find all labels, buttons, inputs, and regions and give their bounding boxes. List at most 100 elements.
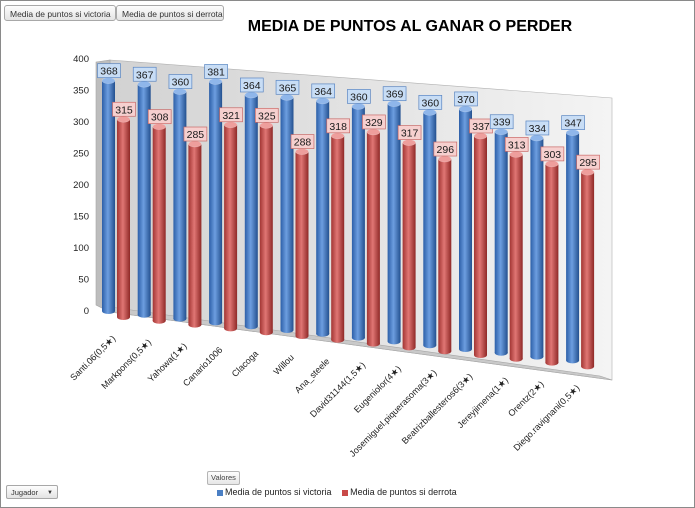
bar-victoria — [494, 128, 508, 356]
data-label-victoria-box — [561, 115, 585, 130]
data-label-victoria: 364 — [240, 77, 264, 93]
bar-derrota — [188, 140, 202, 328]
bar-derrota-base — [152, 317, 166, 324]
data-label-victoria: 347 — [561, 115, 585, 130]
bar-victoria-body — [459, 108, 472, 349]
y-tick-label: 200 — [73, 180, 89, 191]
chart-title: MEDIA DE PUNTOS AL GANAR O PERDER — [247, 18, 573, 35]
y-tick-label: 350 — [73, 86, 89, 97]
data-label-victoria-box — [311, 83, 335, 99]
data-label-derrota-box — [290, 134, 315, 149]
bar-derrota-cap — [545, 160, 559, 168]
bar-victoria-body — [387, 103, 401, 342]
data-label-derrota-text: 317 — [401, 128, 419, 140]
bar-victoria-body — [102, 80, 115, 312]
bar-derrota-cap — [330, 132, 345, 140]
x-tick-label: Willou — [272, 352, 296, 376]
data-label-derrota: 296 — [433, 141, 458, 157]
bar-victoria-base — [316, 330, 330, 337]
bar-victoria-cap — [530, 134, 544, 142]
data-label-derrota-text: 303 — [544, 149, 562, 161]
bar-victoria-base — [351, 334, 365, 341]
data-label-derrota-text: 318 — [329, 121, 347, 133]
data-label-derrota-box — [255, 107, 279, 123]
bar-derrota-body — [366, 131, 380, 344]
data-label-victoria-box — [132, 66, 157, 82]
bar-derrota-cap — [580, 168, 595, 176]
bar-victoria-body — [244, 94, 258, 327]
data-label-derrota-text: 285 — [187, 129, 205, 141]
data-label-derrota: 318 — [326, 118, 350, 134]
bar-victoria-body — [173, 91, 187, 319]
data-label-victoria-box — [489, 114, 514, 130]
bar-derrota-body — [295, 151, 309, 336]
data-label-derrota-text: 337 — [472, 121, 490, 133]
bar-victoria-cap — [494, 128, 508, 135]
bar-victoria — [530, 134, 544, 360]
data-label-derrota-text: 315 — [115, 104, 133, 116]
data-label-victoria: 360 — [347, 89, 371, 104]
bar-victoria — [423, 109, 437, 349]
bar-derrota — [402, 139, 416, 351]
data-label-derrota-text: 296 — [437, 144, 455, 156]
bar-victoria-base — [566, 357, 580, 364]
legend-item-victoria: Media de puntos si victoria — [217, 487, 332, 497]
values-field-button[interactable]: Valores — [207, 471, 240, 485]
bar-derrota-body — [402, 142, 416, 348]
bar-derrota-body — [331, 135, 345, 340]
bar-derrota-cap — [366, 128, 381, 136]
y-tick-label: 400 — [73, 54, 89, 65]
data-label-derrota-text: 321 — [222, 110, 240, 122]
bar-derrota-base — [581, 363, 595, 370]
data-label-victoria-text: 360 — [350, 91, 368, 103]
data-label-victoria: 381 — [204, 64, 228, 79]
data-label-derrota: 308 — [147, 109, 172, 125]
bar-derrota — [366, 128, 381, 347]
bar-victoria-cap — [173, 88, 187, 95]
data-label-derrota: 321 — [219, 107, 243, 123]
data-label-derrota-box — [433, 141, 458, 157]
field-button-victoria[interactable]: Media de puntos si victoria — [4, 5, 116, 21]
bar-derrota-base — [402, 344, 416, 351]
data-label-victoria-text: 370 — [457, 94, 475, 106]
bar-derrota-body — [474, 135, 487, 355]
bar-derrota-base — [545, 359, 559, 366]
data-label-derrota-box — [397, 125, 422, 140]
bar-victoria — [244, 91, 259, 330]
data-label-victoria-text: 339 — [493, 117, 511, 129]
bar-victoria — [101, 77, 116, 314]
bar-victoria-base — [387, 338, 401, 345]
data-label-victoria-box — [240, 77, 264, 93]
data-label-derrota: 317 — [397, 125, 422, 140]
data-label-victoria: 368 — [97, 63, 121, 79]
data-label-victoria-box — [204, 64, 228, 79]
data-label-victoria-text: 367 — [136, 69, 154, 81]
bar-victoria — [351, 103, 366, 341]
x-tick-label: Diego.ravignani(0,5★) — [511, 383, 581, 453]
field-button-derrota[interactable]: Media de puntos si derrota — [116, 5, 224, 21]
bar-victoria-base — [280, 327, 294, 333]
bar-derrota — [295, 148, 309, 339]
bar-derrota-cap — [509, 151, 523, 158]
bar-victoria-cap — [244, 91, 259, 99]
player-filter-dropdown[interactable]: Jugador ▼ — [6, 485, 58, 499]
y-tick-label: 300 — [73, 117, 89, 128]
data-label-derrota-box — [540, 146, 565, 162]
data-label-victoria-box — [97, 63, 121, 79]
bar-victoria-cap — [458, 105, 473, 113]
player-filter-label: Jugador — [11, 488, 39, 497]
bar-derrota-body — [581, 172, 595, 367]
bar-derrota-base — [438, 348, 452, 355]
bar-derrota-cap — [188, 140, 202, 148]
data-label-derrota-text: 295 — [579, 157, 597, 169]
bar-victoria-base — [423, 342, 437, 349]
data-label-victoria-box — [168, 74, 193, 89]
data-label-derrota: 295 — [576, 154, 600, 170]
bar-derrota-cap — [295, 148, 309, 155]
data-label-derrota-box — [112, 101, 136, 117]
bar-victoria-base — [102, 308, 115, 314]
data-label-victoria: 364 — [311, 83, 335, 99]
data-label-victoria: 370 — [454, 91, 478, 107]
data-label-victoria: 360 — [168, 74, 193, 89]
chart-marks: 368 315 367 308 360 285 381 321 364 325 365 288 364 3… — [97, 63, 600, 370]
